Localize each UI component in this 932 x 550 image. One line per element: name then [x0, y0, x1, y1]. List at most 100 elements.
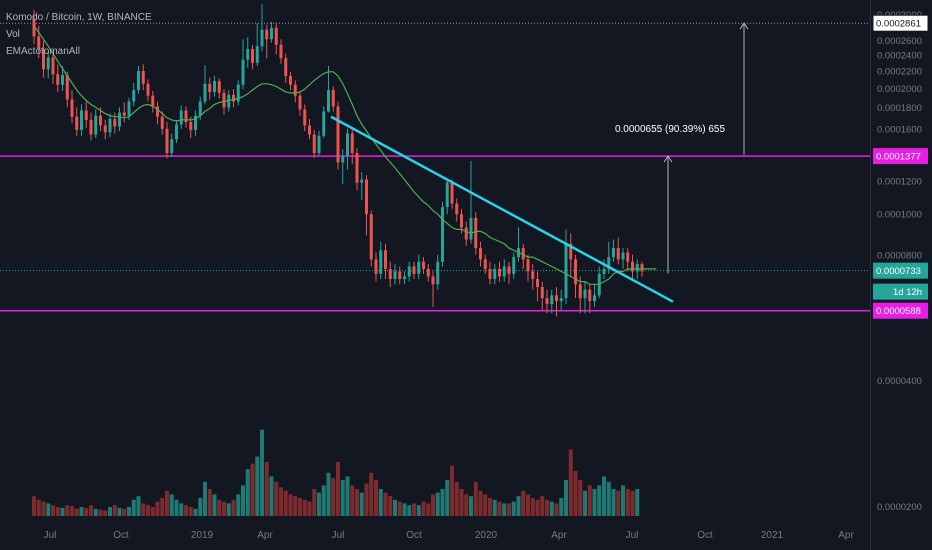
candle-body	[241, 59, 245, 85]
candle	[317, 131, 321, 156]
measure-arrowhead	[739, 22, 749, 30]
candle	[32, 9, 36, 45]
candle	[94, 109, 98, 139]
candle	[51, 50, 55, 84]
volume-bar	[412, 503, 416, 516]
candle-body	[350, 133, 354, 154]
candle	[588, 284, 592, 314]
candle-body	[616, 248, 620, 260]
volume-bar	[440, 489, 445, 516]
volume-bar	[426, 503, 431, 516]
candle-body	[502, 266, 506, 277]
candle-body	[198, 101, 202, 116]
volume-bar	[231, 499, 236, 516]
volume-bar	[606, 481, 611, 516]
volume-bar	[302, 499, 307, 516]
price-axis-separator	[870, 0, 871, 550]
candle	[213, 75, 216, 97]
volume-bar	[146, 505, 150, 516]
candle-body	[84, 110, 88, 120]
candle	[346, 128, 349, 170]
candle-body	[422, 261, 425, 269]
volume-bar	[55, 507, 60, 516]
candle-body	[526, 259, 530, 272]
candle	[61, 66, 64, 92]
candle-body	[379, 250, 383, 274]
volume-bar	[74, 508, 79, 516]
volume-bar	[193, 508, 198, 516]
candle	[260, 4, 264, 52]
volume-bar	[51, 505, 55, 516]
time-axis-label: Apr	[838, 530, 854, 541]
candle-body	[336, 106, 340, 163]
candle	[431, 271, 435, 308]
price-axis-label: 0.0001800	[877, 103, 922, 114]
candle	[99, 107, 102, 132]
volume-bar	[450, 465, 454, 516]
price-axis-label: 0.0001600	[877, 124, 922, 135]
volume-bar	[388, 496, 393, 516]
candle-body	[545, 298, 549, 305]
candle-body	[213, 81, 216, 92]
volume-bar	[378, 489, 383, 516]
candle	[236, 80, 240, 106]
candle-body	[407, 266, 411, 277]
candle-body	[46, 57, 50, 70]
candle	[56, 64, 60, 92]
candle-body	[374, 259, 378, 274]
candle-body	[512, 257, 516, 274]
volume-bar	[545, 499, 549, 516]
candle	[398, 266, 402, 285]
candle-body	[555, 295, 558, 302]
volume-bar	[526, 494, 530, 516]
candle-body	[322, 111, 326, 136]
candle	[602, 259, 606, 280]
volume-bar	[264, 462, 269, 516]
candle-body	[127, 101, 131, 116]
candle	[331, 86, 335, 112]
candle	[312, 129, 316, 159]
candle-body	[464, 227, 468, 240]
candle	[141, 64, 145, 91]
volume-bar	[174, 499, 179, 516]
candle	[403, 271, 406, 285]
candle	[360, 172, 364, 201]
candle-body	[170, 139, 174, 154]
candle-body	[488, 268, 492, 280]
candle-body	[474, 217, 478, 249]
candle-body	[80, 110, 83, 130]
volume-bar	[469, 496, 473, 516]
candle	[355, 147, 359, 191]
candle	[436, 254, 440, 290]
candle	[184, 106, 188, 128]
candle-body	[236, 84, 240, 102]
price-axis-label: 0.0002600	[877, 36, 922, 47]
candle	[559, 289, 563, 311]
candle	[450, 179, 454, 209]
candle-body	[431, 276, 435, 285]
candle-body	[208, 83, 212, 92]
candle	[379, 241, 383, 280]
candle-body	[118, 112, 121, 127]
candle-body	[37, 36, 41, 50]
descending-trendline	[330, 115, 674, 303]
candle-body	[469, 217, 473, 240]
candle-body	[441, 207, 444, 262]
volume-bar	[530, 498, 535, 516]
volume-bar	[516, 496, 521, 516]
volume-bar	[507, 503, 511, 516]
volume-bar	[597, 485, 602, 516]
volume-bar	[421, 501, 426, 516]
candle	[407, 261, 411, 282]
candle-body	[403, 276, 406, 280]
price-axis-label: 0.0002400	[877, 51, 922, 62]
level-price-badge: 0.0001377	[876, 152, 921, 163]
volume-bar	[127, 507, 131, 516]
volume-bar	[564, 480, 568, 516]
volume-bar	[260, 429, 264, 516]
candle-body	[75, 116, 79, 130]
candle	[179, 105, 183, 129]
candle-body	[203, 83, 207, 102]
volume-bar	[184, 505, 188, 516]
